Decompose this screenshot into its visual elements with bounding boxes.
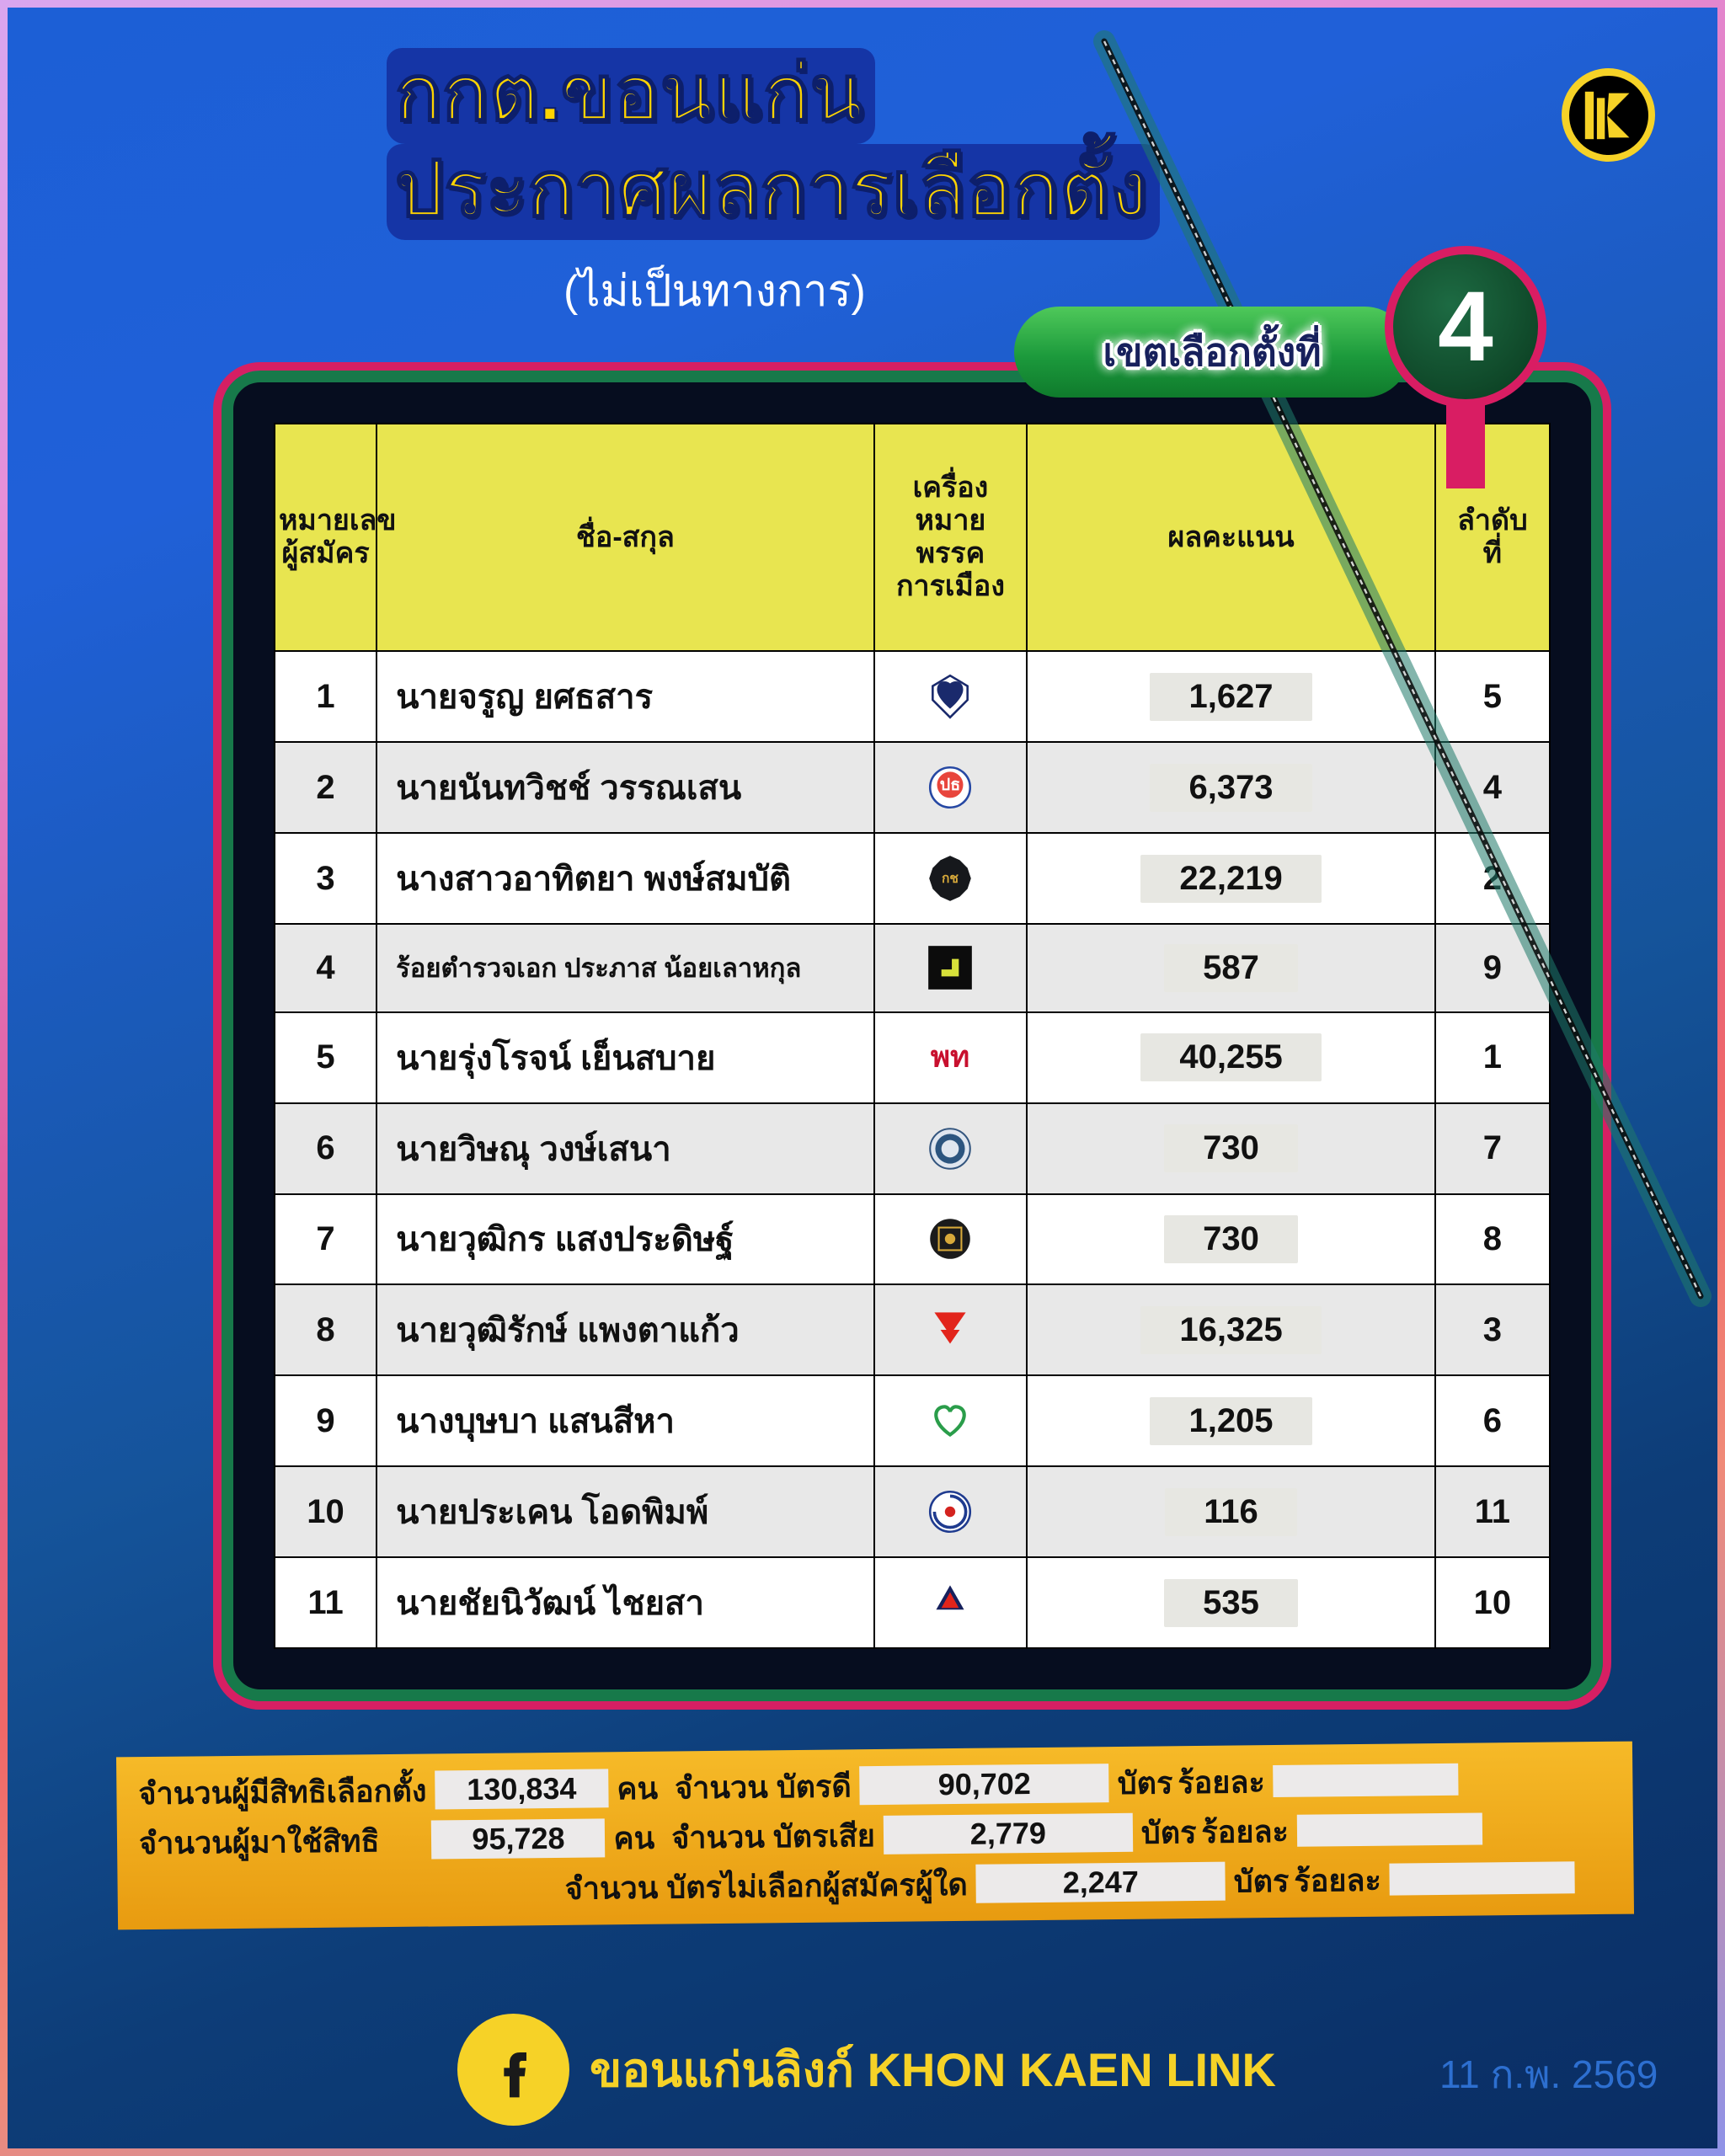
svg-text:ปธ: ปธ [940, 776, 960, 794]
svg-text:กช: กช [942, 872, 959, 886]
svg-text:พท: พท [931, 1040, 969, 1073]
